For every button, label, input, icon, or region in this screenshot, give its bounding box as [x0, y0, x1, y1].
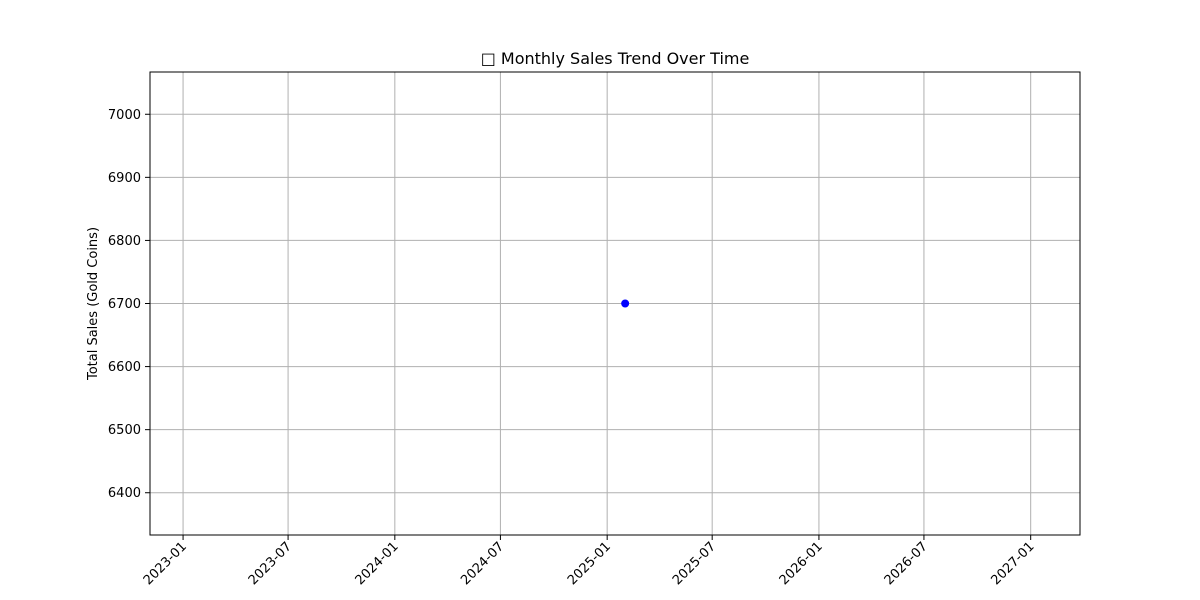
- x-tick-label: 2023-01: [141, 539, 190, 588]
- x-tick-label: 2024-01: [353, 539, 402, 588]
- x-tick-label: 2025-01: [565, 539, 614, 588]
- x-tick-label: 2023-07: [246, 539, 295, 588]
- y-tick-label: 6500: [108, 423, 141, 438]
- y-tick-label: 6600: [108, 360, 141, 375]
- x-tick-label: 2024-07: [458, 539, 507, 588]
- y-tick-label: 6900: [108, 171, 141, 186]
- x-tick-label: 2025-07: [670, 539, 719, 588]
- y-tick-label: 7000: [108, 108, 141, 123]
- series-layer: [621, 299, 630, 308]
- x-tick-label: 2026-01: [777, 539, 826, 588]
- x-tick-label: 2026-07: [882, 539, 931, 588]
- grid: [150, 72, 1080, 535]
- y-axis: 6400 6500 6600 6700 6800 6900 7000: [108, 108, 150, 501]
- y-tick-label: 6700: [108, 297, 141, 312]
- x-axis: 2023-01 2023-07 2024-01 2024-07 2025-01 2025-…: [141, 535, 1038, 588]
- data-point: [621, 299, 630, 308]
- x-tick-label: 2027-01: [988, 539, 1037, 588]
- y-axis-label: Total Sales (Gold Coins): [86, 227, 101, 381]
- y-tick-label: 6400: [108, 486, 141, 501]
- chart-title: □ Monthly Sales Trend Over Time: [481, 49, 750, 68]
- y-tick-label: 6800: [108, 234, 141, 249]
